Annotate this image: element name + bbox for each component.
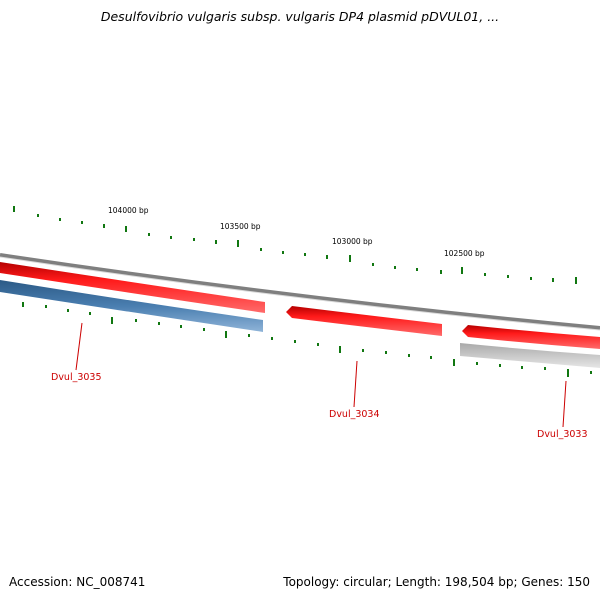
plasmid-backbone xyxy=(0,253,600,330)
gene-label-dvul-3033[interactable]: Dvul_3033 xyxy=(537,429,588,440)
ruler-label-103000: 103000 bp xyxy=(332,237,373,246)
outer-ruler-ticks xyxy=(13,206,577,284)
gene-gray[interactable] xyxy=(460,343,600,368)
ruler-label-103500: 103500 bp xyxy=(220,222,261,231)
plasmid-backbone-highlight xyxy=(0,256,600,331)
gene-dvul-3035-inner[interactable] xyxy=(0,280,263,332)
inner-ruler-ticks xyxy=(22,302,592,377)
map-title: Desulfovibrio vulgaris subsp. vulgaris D… xyxy=(100,9,500,24)
gene-dvul-3035-outer[interactable] xyxy=(0,262,265,313)
gene-label-dvul-3035[interactable]: Dvul_3035 xyxy=(51,372,102,383)
leader-dvul-3035 xyxy=(75,322,83,371)
gene-dvul-3034[interactable] xyxy=(286,306,442,336)
gene-label-dvul-3034[interactable]: Dvul_3034 xyxy=(329,409,380,420)
ruler-label-102500: 102500 bp xyxy=(444,249,485,258)
genome-stats-text: Topology: circular; Length: 198,504 bp; … xyxy=(283,575,590,589)
leader-dvul-3034 xyxy=(353,360,358,408)
accession-text: Accession: NC_008741 xyxy=(9,575,146,589)
gene-dvul-3033[interactable] xyxy=(462,325,600,349)
ruler-label-104000: 104000 bp xyxy=(108,206,149,215)
leader-dvul-3033 xyxy=(562,380,567,428)
